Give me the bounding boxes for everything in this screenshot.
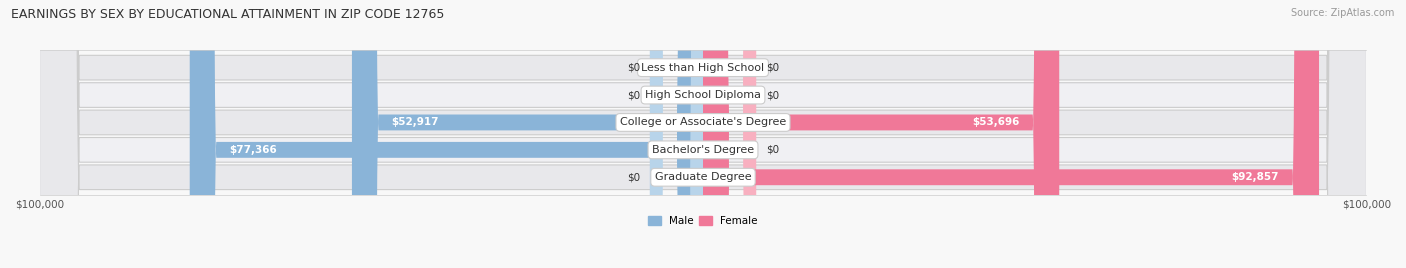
FancyBboxPatch shape xyxy=(39,0,1367,268)
Text: High School Diploma: High School Diploma xyxy=(645,90,761,100)
FancyBboxPatch shape xyxy=(39,0,1367,268)
FancyBboxPatch shape xyxy=(190,0,703,268)
FancyBboxPatch shape xyxy=(39,0,1367,268)
FancyBboxPatch shape xyxy=(703,0,756,268)
Text: Less than High School: Less than High School xyxy=(641,63,765,73)
Text: $52,917: $52,917 xyxy=(392,117,439,128)
Text: $0: $0 xyxy=(627,90,640,100)
Text: College or Associate's Degree: College or Associate's Degree xyxy=(620,117,786,128)
FancyBboxPatch shape xyxy=(650,0,703,268)
Text: Graduate Degree: Graduate Degree xyxy=(655,172,751,182)
FancyBboxPatch shape xyxy=(703,0,1059,268)
Text: $92,857: $92,857 xyxy=(1232,172,1279,182)
Text: $0: $0 xyxy=(766,145,779,155)
FancyBboxPatch shape xyxy=(650,0,703,268)
Text: $0: $0 xyxy=(627,63,640,73)
Text: EARNINGS BY SEX BY EDUCATIONAL ATTAINMENT IN ZIP CODE 12765: EARNINGS BY SEX BY EDUCATIONAL ATTAINMEN… xyxy=(11,8,444,21)
FancyBboxPatch shape xyxy=(39,0,1367,268)
FancyBboxPatch shape xyxy=(352,0,703,268)
Text: $53,696: $53,696 xyxy=(972,117,1019,128)
FancyBboxPatch shape xyxy=(703,0,756,268)
FancyBboxPatch shape xyxy=(703,0,1319,268)
FancyBboxPatch shape xyxy=(650,0,703,268)
Text: $77,366: $77,366 xyxy=(229,145,277,155)
Text: $0: $0 xyxy=(627,172,640,182)
Text: $0: $0 xyxy=(766,90,779,100)
Text: Bachelor's Degree: Bachelor's Degree xyxy=(652,145,754,155)
Text: Source: ZipAtlas.com: Source: ZipAtlas.com xyxy=(1291,8,1395,18)
FancyBboxPatch shape xyxy=(39,0,1367,268)
Text: $0: $0 xyxy=(766,63,779,73)
Legend: Male, Female: Male, Female xyxy=(644,212,762,230)
FancyBboxPatch shape xyxy=(703,0,756,268)
